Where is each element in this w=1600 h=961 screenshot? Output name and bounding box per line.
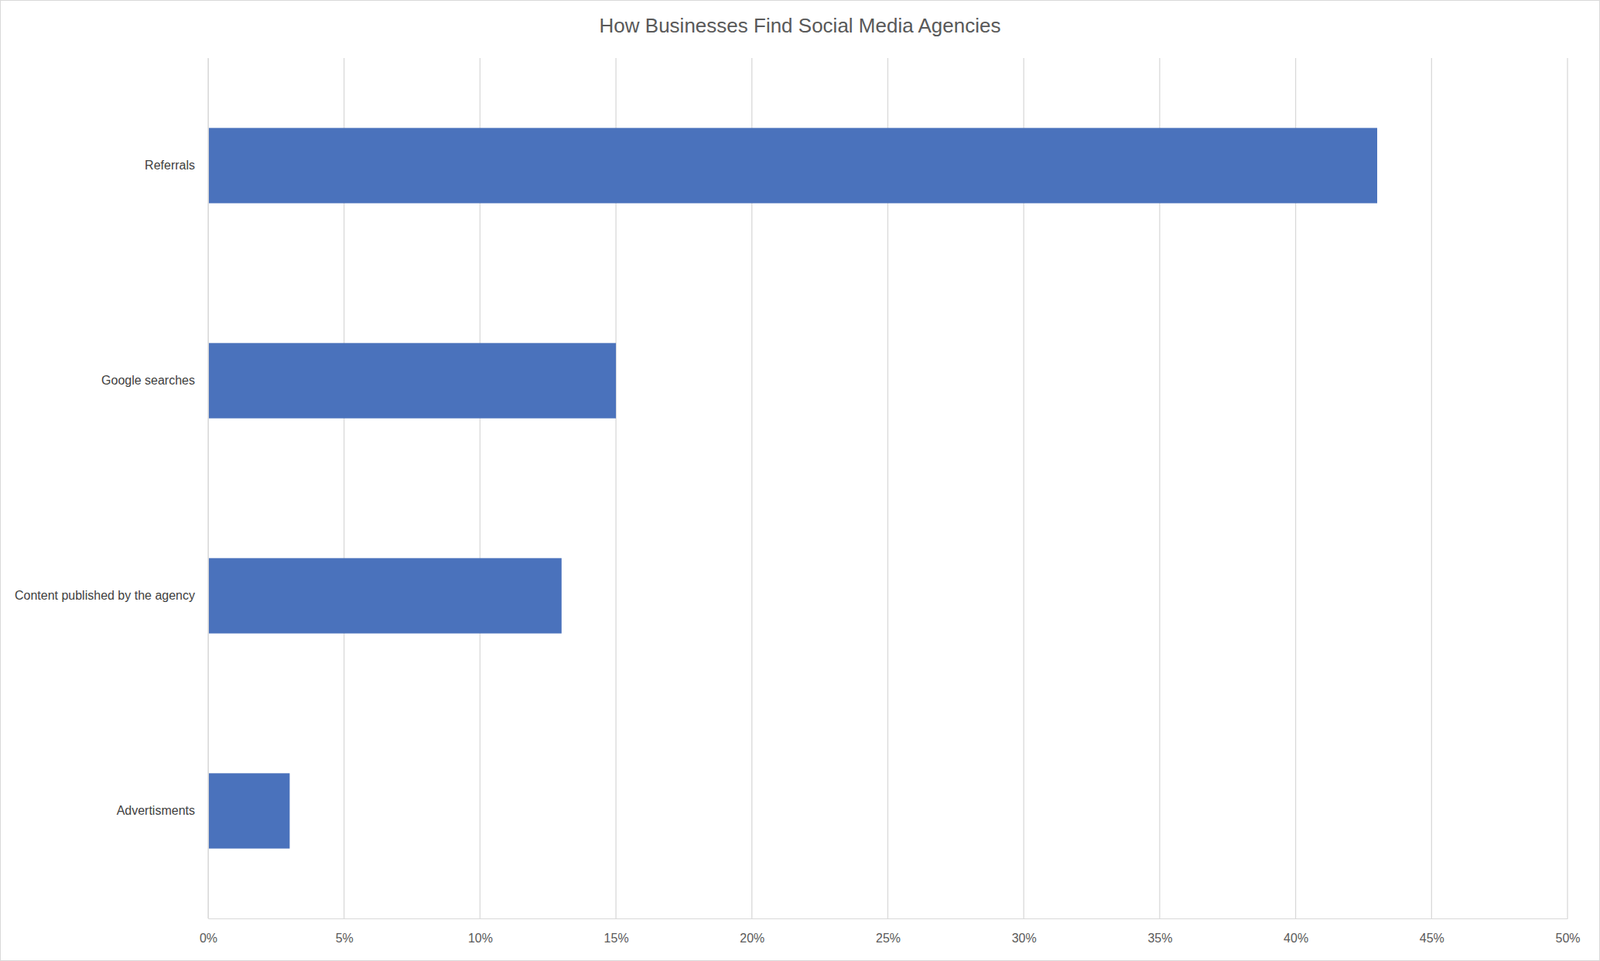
grid-line <box>1566 58 1568 919</box>
x-tick: 25% <box>875 918 901 945</box>
x-axis-line <box>208 918 1569 920</box>
x-tick: 0% <box>199 918 218 945</box>
y-tick-label: Content published by the agency <box>14 588 195 602</box>
x-tick-label: 25% <box>875 931 901 945</box>
y-tick-label: Referrals <box>144 158 195 172</box>
chart-title: How Businesses Find Social Media Agencie… <box>599 13 1002 38</box>
x-tick-label: 5% <box>335 931 354 945</box>
x-tick-label: 10% <box>468 931 493 945</box>
x-tick: 45% <box>1419 918 1445 945</box>
x-tick: 50% <box>1555 918 1580 945</box>
x-tick: 10% <box>468 918 493 945</box>
y-tick: Content published by the agency <box>14 588 209 602</box>
x-tick: 40% <box>1283 918 1309 945</box>
x-tick-label: 40% <box>1283 931 1309 945</box>
bar <box>208 772 290 848</box>
chart: How Businesses Find Social Media Agencie… <box>0 0 1600 961</box>
y-tick-label: Google searches <box>101 373 195 387</box>
y-axis-line <box>208 58 209 920</box>
y-tick: Referrals <box>144 158 209 172</box>
x-tick-label: 35% <box>1147 931 1173 945</box>
x-axis: 0% 5% 10% 15% 20% 25% 30% 35% 40% 45% 50% <box>199 918 1581 945</box>
bar <box>208 127 1378 203</box>
x-tick-label: 0% <box>199 931 218 945</box>
grid-line <box>207 58 209 919</box>
bars <box>208 127 1378 848</box>
x-tick: 20% <box>739 918 765 945</box>
bar <box>208 557 562 633</box>
x-tick-label: 50% <box>1555 931 1580 945</box>
y-tick: Google searches <box>101 373 209 387</box>
grid <box>208 58 1568 919</box>
x-tick-label: 30% <box>1011 931 1037 945</box>
x-tick: 5% <box>335 918 354 945</box>
y-tick-label: Advertisments <box>116 803 195 818</box>
x-tick: 30% <box>1011 918 1037 945</box>
bar <box>208 342 616 418</box>
x-tick-label: 20% <box>739 931 765 945</box>
y-tick: Advertisments <box>116 803 209 818</box>
grid-line <box>1431 58 1433 919</box>
x-tick-label: 15% <box>604 931 630 945</box>
y-axis: Referrals Google searches Content publishe… <box>14 58 209 920</box>
x-tick: 35% <box>1147 918 1173 945</box>
x-tick-label: 45% <box>1419 931 1445 945</box>
chart-frame <box>0 0 1600 961</box>
x-tick: 15% <box>604 918 630 945</box>
